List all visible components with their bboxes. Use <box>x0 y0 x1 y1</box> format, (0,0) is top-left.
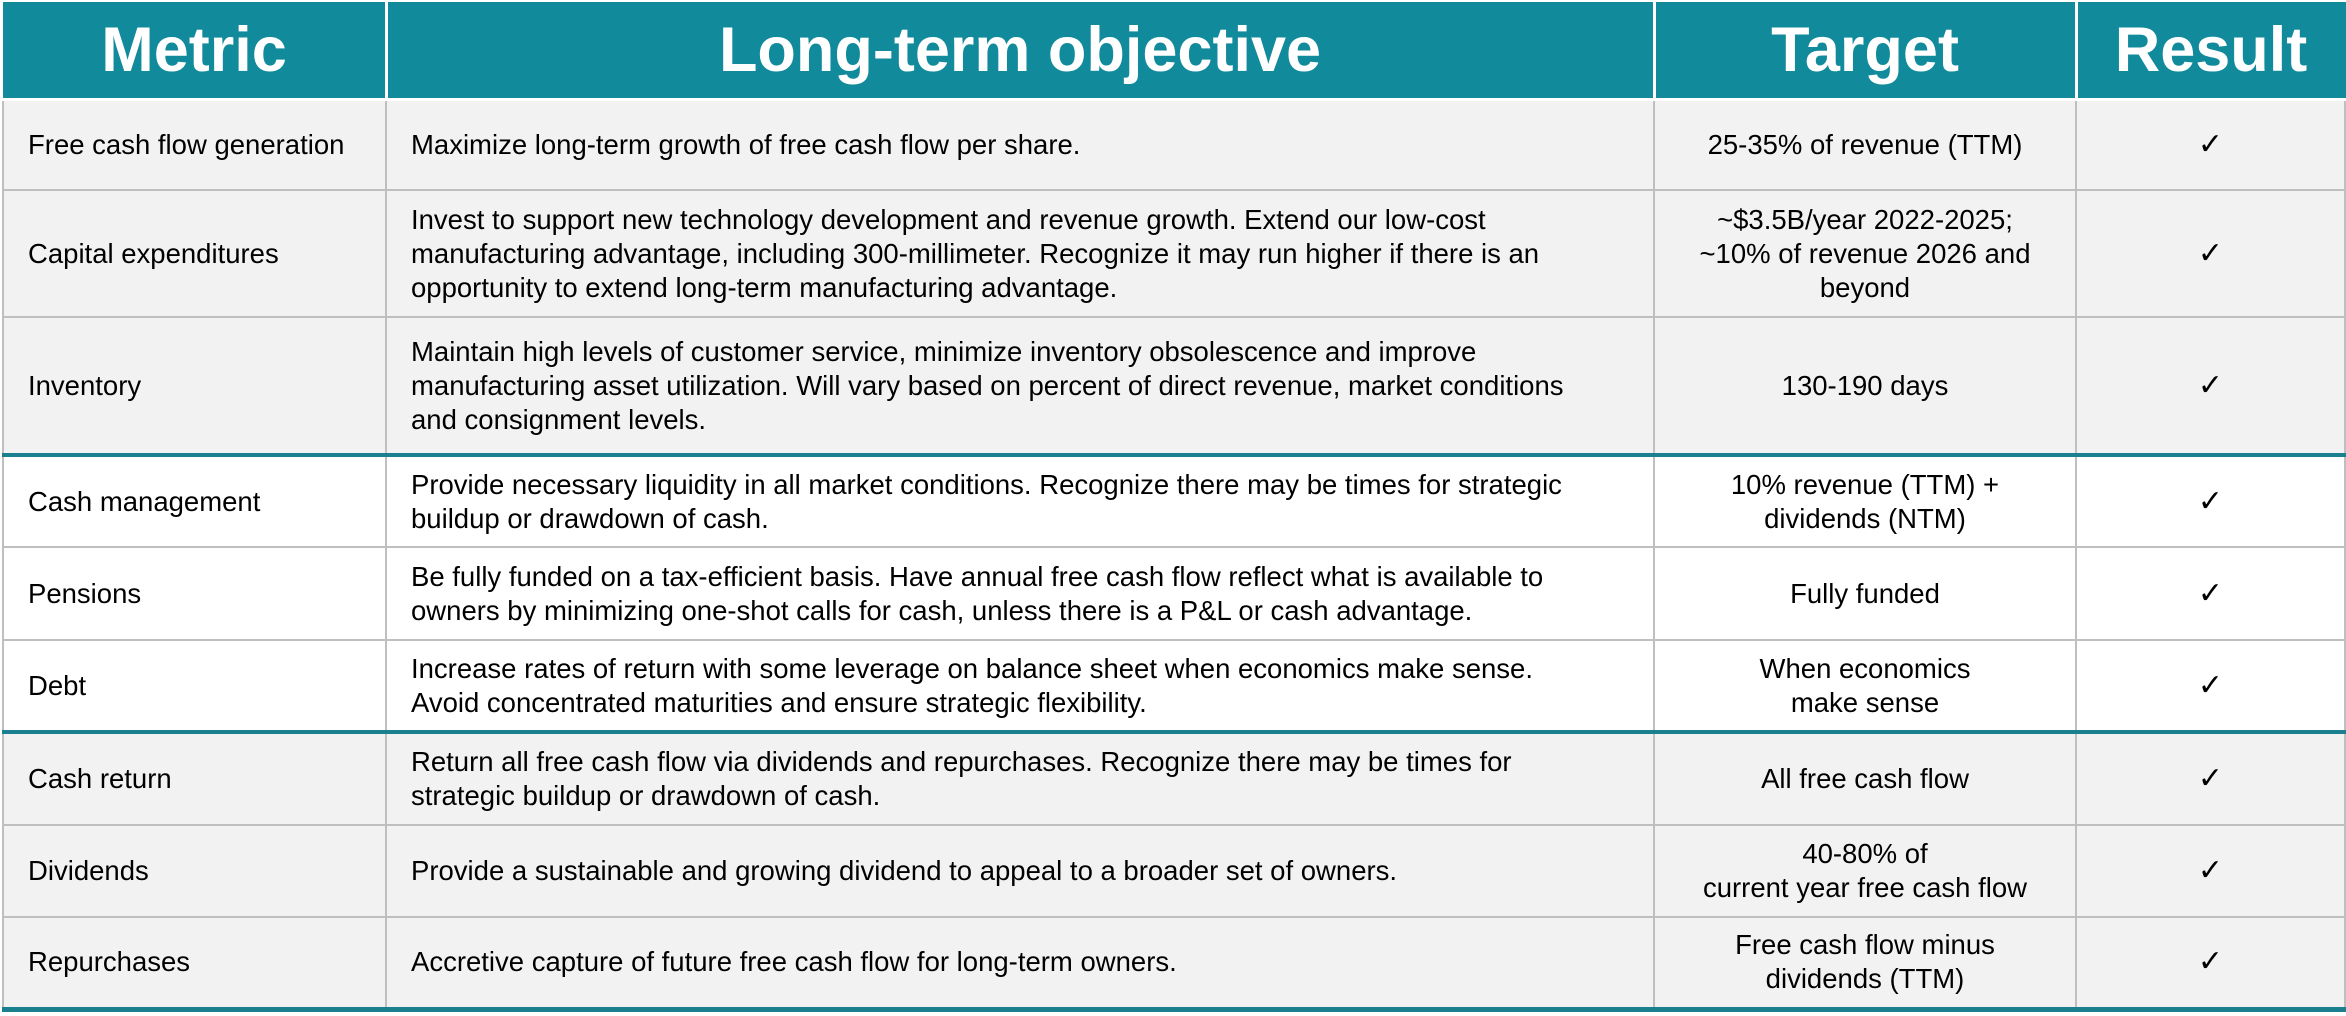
objective-cell: Provide necessary liquidity in all marke… <box>385 453 1655 549</box>
objective-cell: Maintain high levels of customer service… <box>385 316 1655 457</box>
target-cell: 25-35% of revenue (TTM) <box>1653 98 2077 191</box>
checkmark-icon: ✓ <box>2075 453 2346 549</box>
checkmark-icon: ✓ <box>2075 546 2346 641</box>
target-line: dividends (NTM) <box>1764 502 1966 534</box>
objective-line: Increase rates of return with some lever… <box>411 652 1533 684</box>
checkmark-icon: ✓ <box>2075 823 2346 918</box>
objective-line: Maintain high levels of customer service… <box>411 335 1477 367</box>
objective-line: buildup or drawdown of cash. <box>411 502 769 534</box>
header-target: Target <box>1652 2 2078 101</box>
objective-line: Be fully funded on a tax-efficient basis… <box>411 560 1544 592</box>
objective-line: manufacturing asset utilization. Will va… <box>411 369 1564 401</box>
target-line: current year free cash flow <box>1702 871 2028 903</box>
header-metric: Metric <box>2 2 388 101</box>
objective-line: Avoid concentrated maturities and ensure… <box>411 686 1147 718</box>
header-row: Metric Long-term objective Target Result <box>2 2 2346 101</box>
target-cell: 40-80% of current year free cash flow <box>1653 823 2077 918</box>
target-line: ~10% of revenue 2026 and <box>1699 237 2031 269</box>
objective-cell: Invest to support new technology develop… <box>385 188 1655 319</box>
header-result: Result <box>2074 2 2346 101</box>
table-row: Pensions Be fully funded on a tax-effici… <box>2 546 2346 641</box>
objective-line: Invest to support new technology develop… <box>411 203 1486 235</box>
target-cell: 10% revenue (TTM) + dividends (NTM) <box>1653 453 2077 549</box>
checkmark-icon: ✓ <box>2075 915 2346 1012</box>
target-line: Fully funded <box>1790 577 1940 609</box>
target-line: 25-35% of revenue (TTM) <box>1707 128 2023 160</box>
objective-cell: Increase rates of return with some lever… <box>385 638 1655 734</box>
target-line: dividends (TTM) <box>1765 963 1965 995</box>
objective-cell: Provide a sustainable and growing divide… <box>385 823 1655 918</box>
target-line: 40-80% of <box>1802 837 1928 869</box>
metric-cell: Repurchases <box>2 915 387 1012</box>
objective-line: Provide a sustainable and growing divide… <box>411 854 1398 886</box>
table-row: Repurchases Accretive capture of future … <box>2 915 2346 1012</box>
checkmark-icon: ✓ <box>2075 730 2346 826</box>
objective-line: Return all free cash flow via dividends … <box>411 745 1512 777</box>
table-row: Inventory Maintain high levels of custom… <box>2 316 2346 457</box>
target-line: All free cash flow <box>1761 762 1969 794</box>
target-cell: When economics make sense <box>1653 638 2077 734</box>
metric-cell: Inventory <box>2 316 387 457</box>
table-row: Free cash flow generation Maximize long-… <box>2 98 2346 191</box>
target-line: ~$3.5B/year 2022-2025; <box>1717 203 2013 235</box>
metric-cell: Cash management <box>2 453 387 549</box>
objective-line: manufacturing advantage, including 300-m… <box>411 237 1540 269</box>
checkmark-icon: ✓ <box>2075 188 2346 319</box>
table-row: Capital expenditures Invest to support n… <box>2 188 2346 319</box>
objective-line: strategic buildup or drawdown of cash. <box>411 779 881 811</box>
checkmark-icon: ✓ <box>2075 638 2346 734</box>
table-row: Cash return Return all free cash flow vi… <box>2 730 2346 826</box>
metric-cell: Debt <box>2 638 387 734</box>
objective-cell: Maximize long-term growth of free cash f… <box>385 98 1655 191</box>
objective-line: owners by minimizing one-shot calls for … <box>411 594 1473 626</box>
header-objective: Long-term objective <box>384 2 1656 101</box>
target-line: 10% revenue (TTM) + <box>1730 468 2000 500</box>
target-line: beyond <box>1819 271 1911 303</box>
target-line: When economics <box>1759 652 1971 684</box>
metric-cell: Pensions <box>2 546 387 641</box>
checkmark-icon: ✓ <box>2075 316 2346 457</box>
objective-line: Provide necessary liquidity in all marke… <box>411 468 1562 500</box>
objective-cell: Be fully funded on a tax-efficient basis… <box>385 546 1655 641</box>
target-line: Free cash flow minus <box>1735 929 1995 961</box>
target-line: 130-190 days <box>1781 369 1949 401</box>
metric-cell: Dividends <box>2 823 387 918</box>
target-cell: Fully funded <box>1653 546 2077 641</box>
objective-line: opportunity to extend long-term manufact… <box>411 271 1118 303</box>
table-body: Free cash flow generation Maximize long-… <box>2 98 2346 1012</box>
metric-cell: Cash return <box>2 730 387 826</box>
target-cell: Free cash flow minus dividends (TTM) <box>1653 915 2077 1012</box>
objective-line: Maximize long-term growth of free cash f… <box>411 128 1081 160</box>
objective-cell: Return all free cash flow via dividends … <box>385 730 1655 826</box>
objective-cell: Accretive capture of future free cash fl… <box>385 915 1655 1012</box>
metric-cell: Capital expenditures <box>2 188 387 319</box>
table-row: Debt Increase rates of return with some … <box>2 638 2346 734</box>
metric-cell: Free cash flow generation <box>2 98 387 191</box>
objective-line: and consignment levels. <box>411 403 707 435</box>
checkmark-icon: ✓ <box>2075 98 2346 191</box>
target-line: make sense <box>1790 686 1940 718</box>
target-cell: ~$3.5B/year 2022-2025; ~10% of revenue 2… <box>1653 188 2077 319</box>
objective-line: Accretive capture of future free cash fl… <box>411 946 1177 978</box>
table-row: Cash management Provide necessary liquid… <box>2 453 2346 549</box>
target-cell: All free cash flow <box>1653 730 2077 826</box>
table-row: Dividends Provide a sustainable and grow… <box>2 823 2346 918</box>
target-cell: 130-190 days <box>1653 316 2077 457</box>
